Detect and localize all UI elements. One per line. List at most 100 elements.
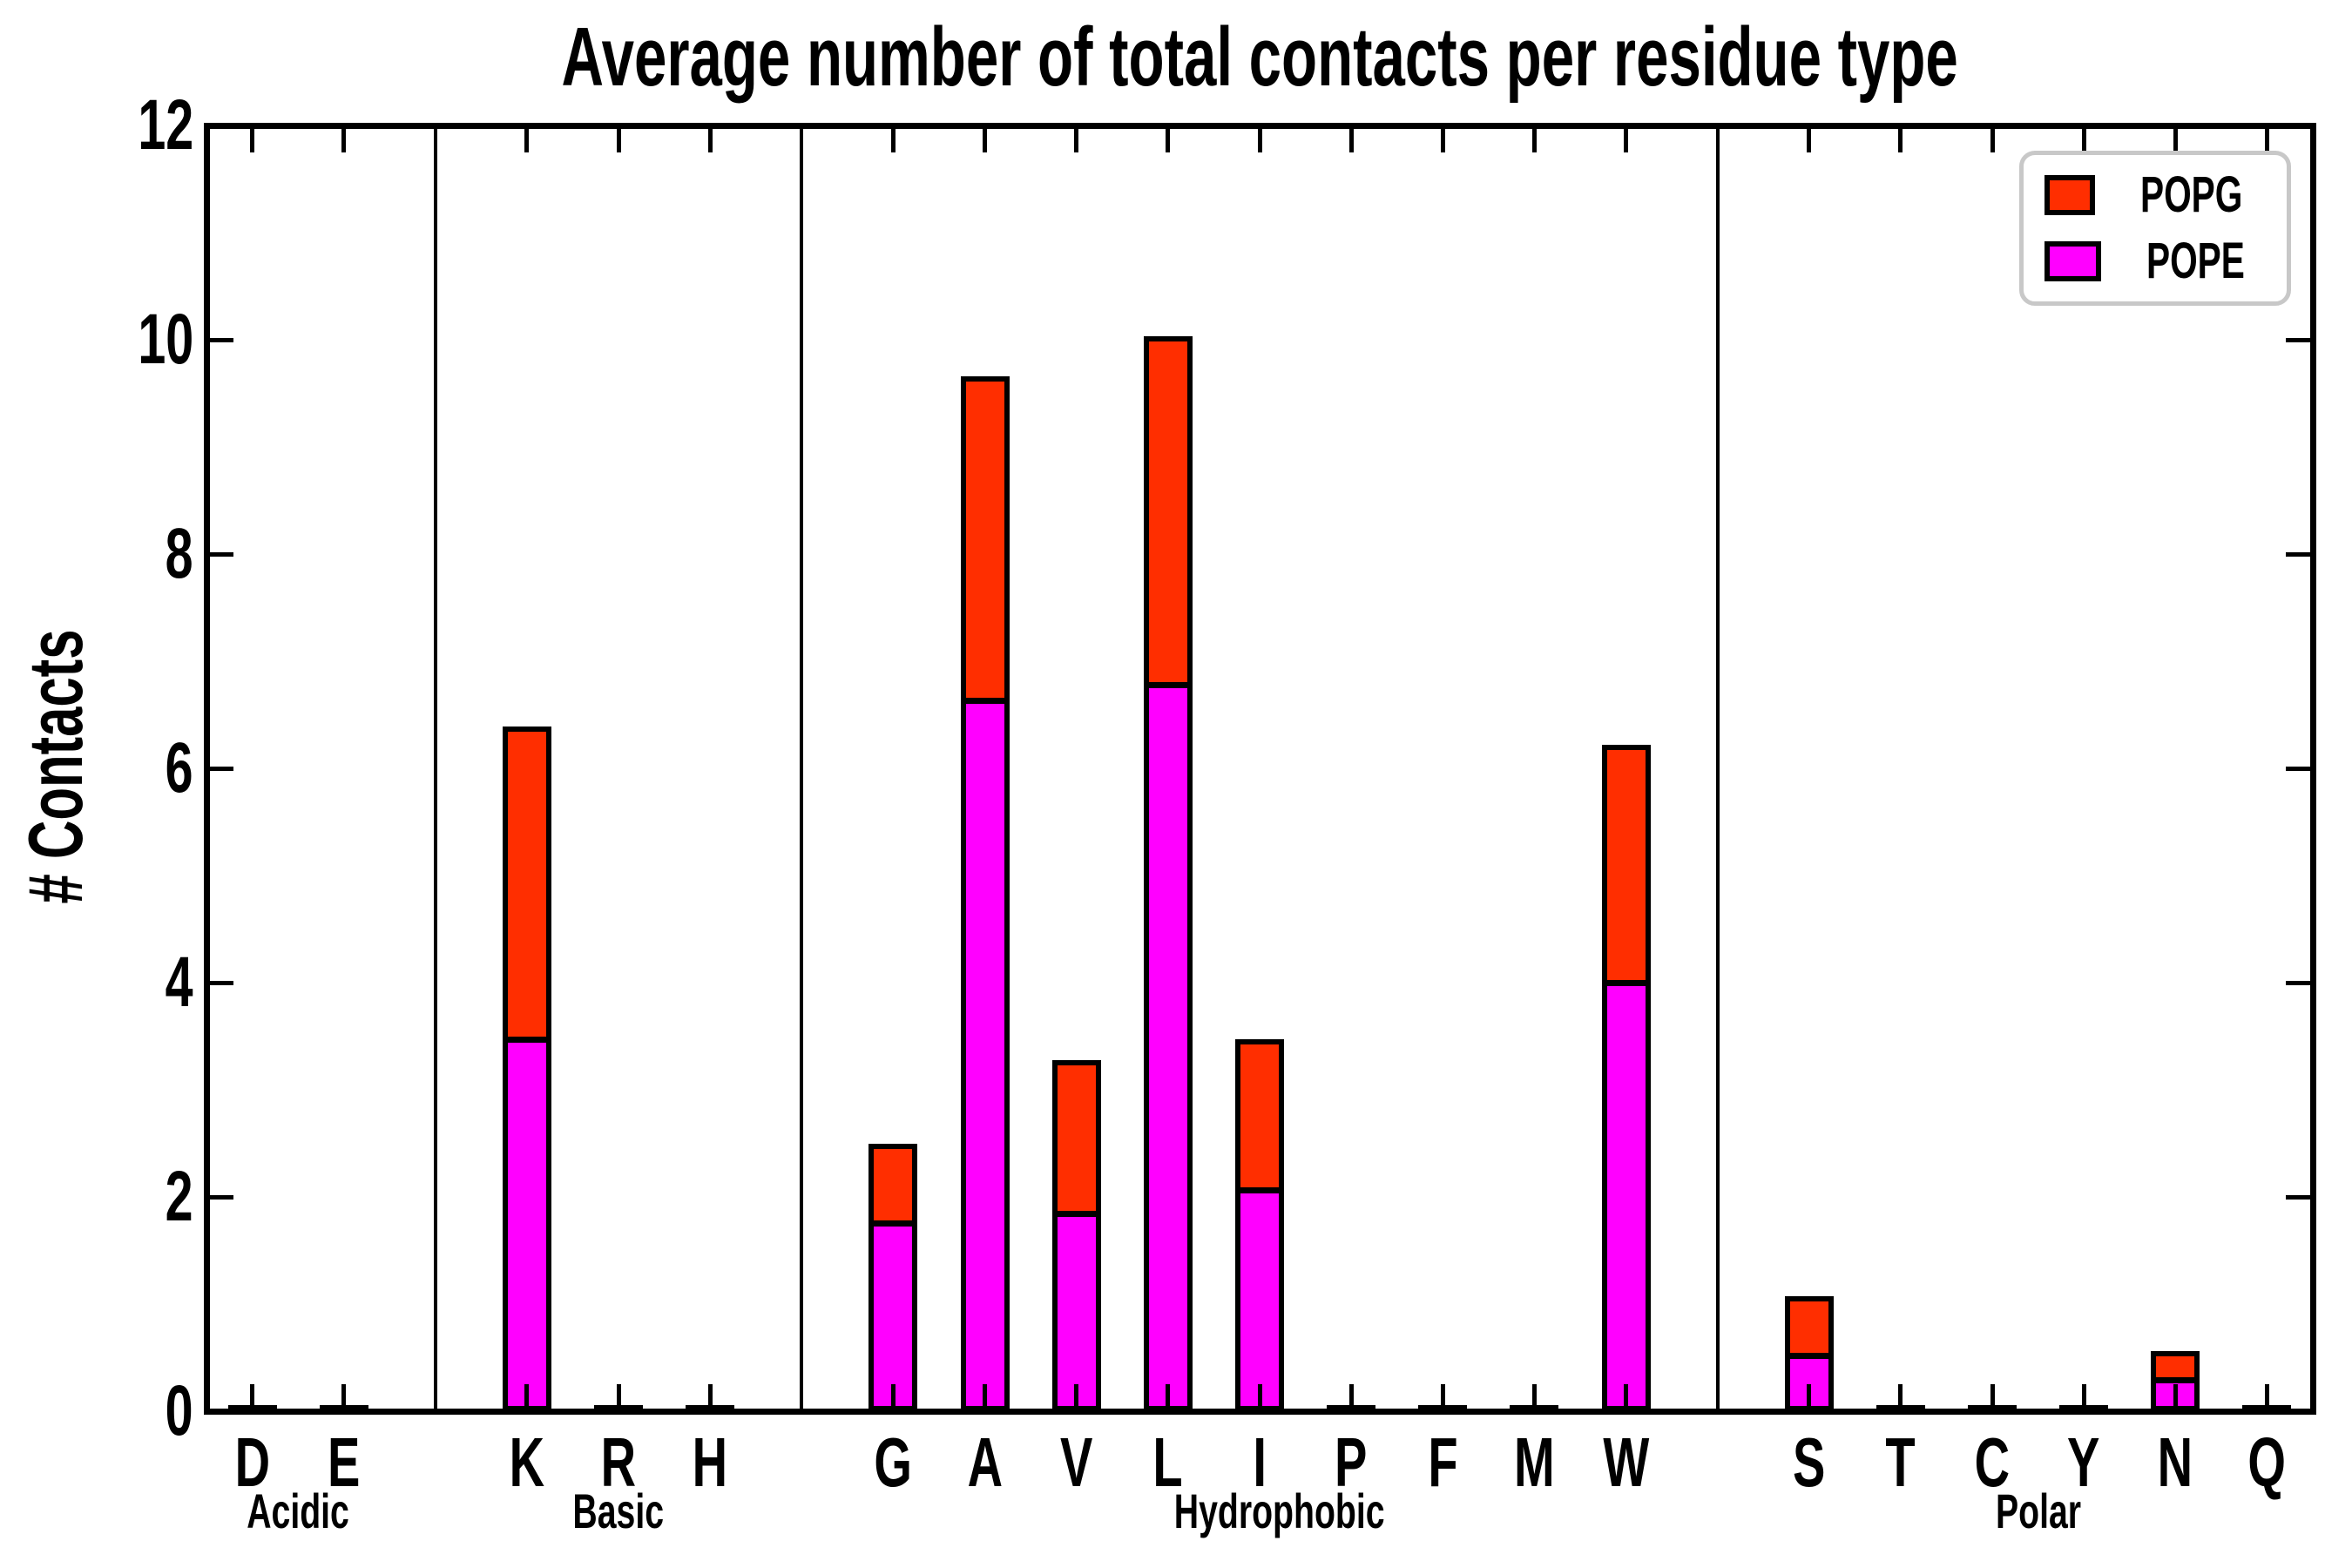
legend-label-popg: POPG <box>2140 166 2243 224</box>
x-tick-E-bottom <box>341 1384 347 1409</box>
x-label-Y: Y <box>2067 1423 2100 1501</box>
x-tick-R-top <box>616 128 621 152</box>
group-label-acidic: Acidic <box>247 1484 349 1538</box>
y-tick-4-left <box>209 980 233 985</box>
x-tick-S-bottom <box>1807 1384 1812 1409</box>
x-label-H: H <box>692 1423 728 1501</box>
bar-S <box>1784 1296 1834 1411</box>
x-label-W: W <box>1603 1423 1649 1501</box>
x-tick-H-top <box>707 128 713 152</box>
x-tick-H-bottom <box>707 1384 713 1409</box>
bar-S-popg <box>1789 1301 1828 1359</box>
y-tick-8-right <box>2286 551 2310 557</box>
axes-frame <box>203 122 2316 1415</box>
bar-V <box>1051 1059 1101 1411</box>
bar-G <box>868 1143 918 1411</box>
legend-item-popg: POPG <box>2044 170 2287 220</box>
x-label-K: K <box>509 1423 545 1501</box>
x-label-D: D <box>234 1423 270 1501</box>
y-tick-label-4: 4 <box>166 943 193 1022</box>
y-tick-6-left <box>209 766 233 771</box>
legend-swatch-popg <box>2044 175 2096 216</box>
y-tick-0-right <box>2286 1409 2310 1414</box>
bar-A <box>960 375 1010 1411</box>
y-tick-label-10: 10 <box>138 300 193 379</box>
y-tick-10-right <box>2286 337 2310 342</box>
x-tick-N-bottom <box>2173 1384 2178 1409</box>
y-tick-label-6: 6 <box>166 728 193 808</box>
x-tick-R-bottom <box>616 1384 621 1409</box>
x-tick-E-top <box>341 128 347 152</box>
y-tick-4-right <box>2286 980 2310 985</box>
x-tick-F-top <box>1440 128 1445 152</box>
x-tick-P-top <box>1348 128 1354 152</box>
group-divider-3 <box>1715 125 1720 1411</box>
x-tick-Y-top <box>2081 128 2086 152</box>
x-tick-K-top <box>524 128 530 152</box>
x-tick-L-bottom <box>1166 1384 1171 1409</box>
group-label-basic: Basic <box>572 1484 665 1538</box>
y-tick-2-left <box>209 1194 233 1200</box>
bar-L-popg <box>1148 341 1187 688</box>
x-tick-I-top <box>1257 128 1262 152</box>
y-tick-8-left <box>209 551 233 557</box>
x-tick-Y-bottom <box>2081 1384 2086 1409</box>
x-label-C: C <box>1974 1423 2011 1501</box>
x-tick-K-bottom <box>524 1384 530 1409</box>
x-label-M: M <box>1514 1423 1555 1501</box>
x-tick-W-top <box>1624 128 1629 152</box>
x-tick-G-bottom <box>890 1384 896 1409</box>
bar-G-popg <box>874 1148 913 1227</box>
x-tick-N-top <box>2173 128 2178 152</box>
bar-K-popg <box>507 732 546 1043</box>
x-label-G: G <box>874 1423 913 1501</box>
x-tick-G-top <box>890 128 896 152</box>
x-tick-M-top <box>1531 128 1537 152</box>
x-label-L: L <box>1152 1423 1183 1501</box>
bar-L <box>1143 336 1193 1411</box>
x-tick-V-bottom <box>1074 1384 1079 1409</box>
x-label-T: T <box>1885 1423 1916 1501</box>
group-label-hydrophobic: Hydrophobic <box>1173 1484 1385 1538</box>
x-label-E: E <box>328 1423 361 1501</box>
x-label-R: R <box>600 1423 637 1501</box>
x-tick-L-top <box>1166 128 1171 152</box>
bar-K <box>502 727 551 1411</box>
legend: POPG POPE <box>2019 151 2291 306</box>
bar-A-popg <box>965 381 1004 705</box>
x-label-F: F <box>1428 1423 1458 1501</box>
x-tick-V-top <box>1074 128 1079 152</box>
chart-title: Average number of total contacts per res… <box>171 5 2349 110</box>
x-tick-I-bottom <box>1257 1384 1262 1409</box>
bar-I <box>1235 1039 1284 1411</box>
x-label-S: S <box>1793 1423 1826 1501</box>
y-tick-10-left <box>209 337 233 342</box>
y-tick-0-left <box>209 1409 233 1414</box>
x-tick-T-bottom <box>1898 1384 1903 1409</box>
x-tick-P-bottom <box>1348 1384 1354 1409</box>
legend-item-pope: POPE <box>2044 235 2287 287</box>
x-label-A: A <box>967 1423 1003 1501</box>
x-label-I: I <box>1253 1423 1267 1501</box>
bar-V-popg <box>1057 1064 1096 1218</box>
x-tick-Q-top <box>2264 128 2269 152</box>
y-tick-label-8: 8 <box>166 514 193 593</box>
x-label-Q: Q <box>2247 1423 2287 1501</box>
group-divider-1 <box>433 125 437 1411</box>
x-tick-S-top <box>1807 128 1812 152</box>
bar-N-popg <box>2156 1356 2195 1383</box>
x-tick-D-top <box>250 128 255 152</box>
x-tick-F-bottom <box>1440 1384 1445 1409</box>
y-tick-label-12: 12 <box>138 85 193 165</box>
x-tick-A-bottom <box>983 1384 988 1409</box>
bar-W <box>1601 744 1651 1411</box>
y-tick-label-2: 2 <box>166 1157 193 1236</box>
y-tick-2-right <box>2286 1194 2310 1200</box>
y-tick-12-right <box>2286 123 2310 128</box>
x-label-N: N <box>2158 1423 2193 1501</box>
group-divider-2 <box>800 125 804 1411</box>
x-tick-T-top <box>1898 128 1903 152</box>
x-tick-M-bottom <box>1531 1384 1537 1409</box>
